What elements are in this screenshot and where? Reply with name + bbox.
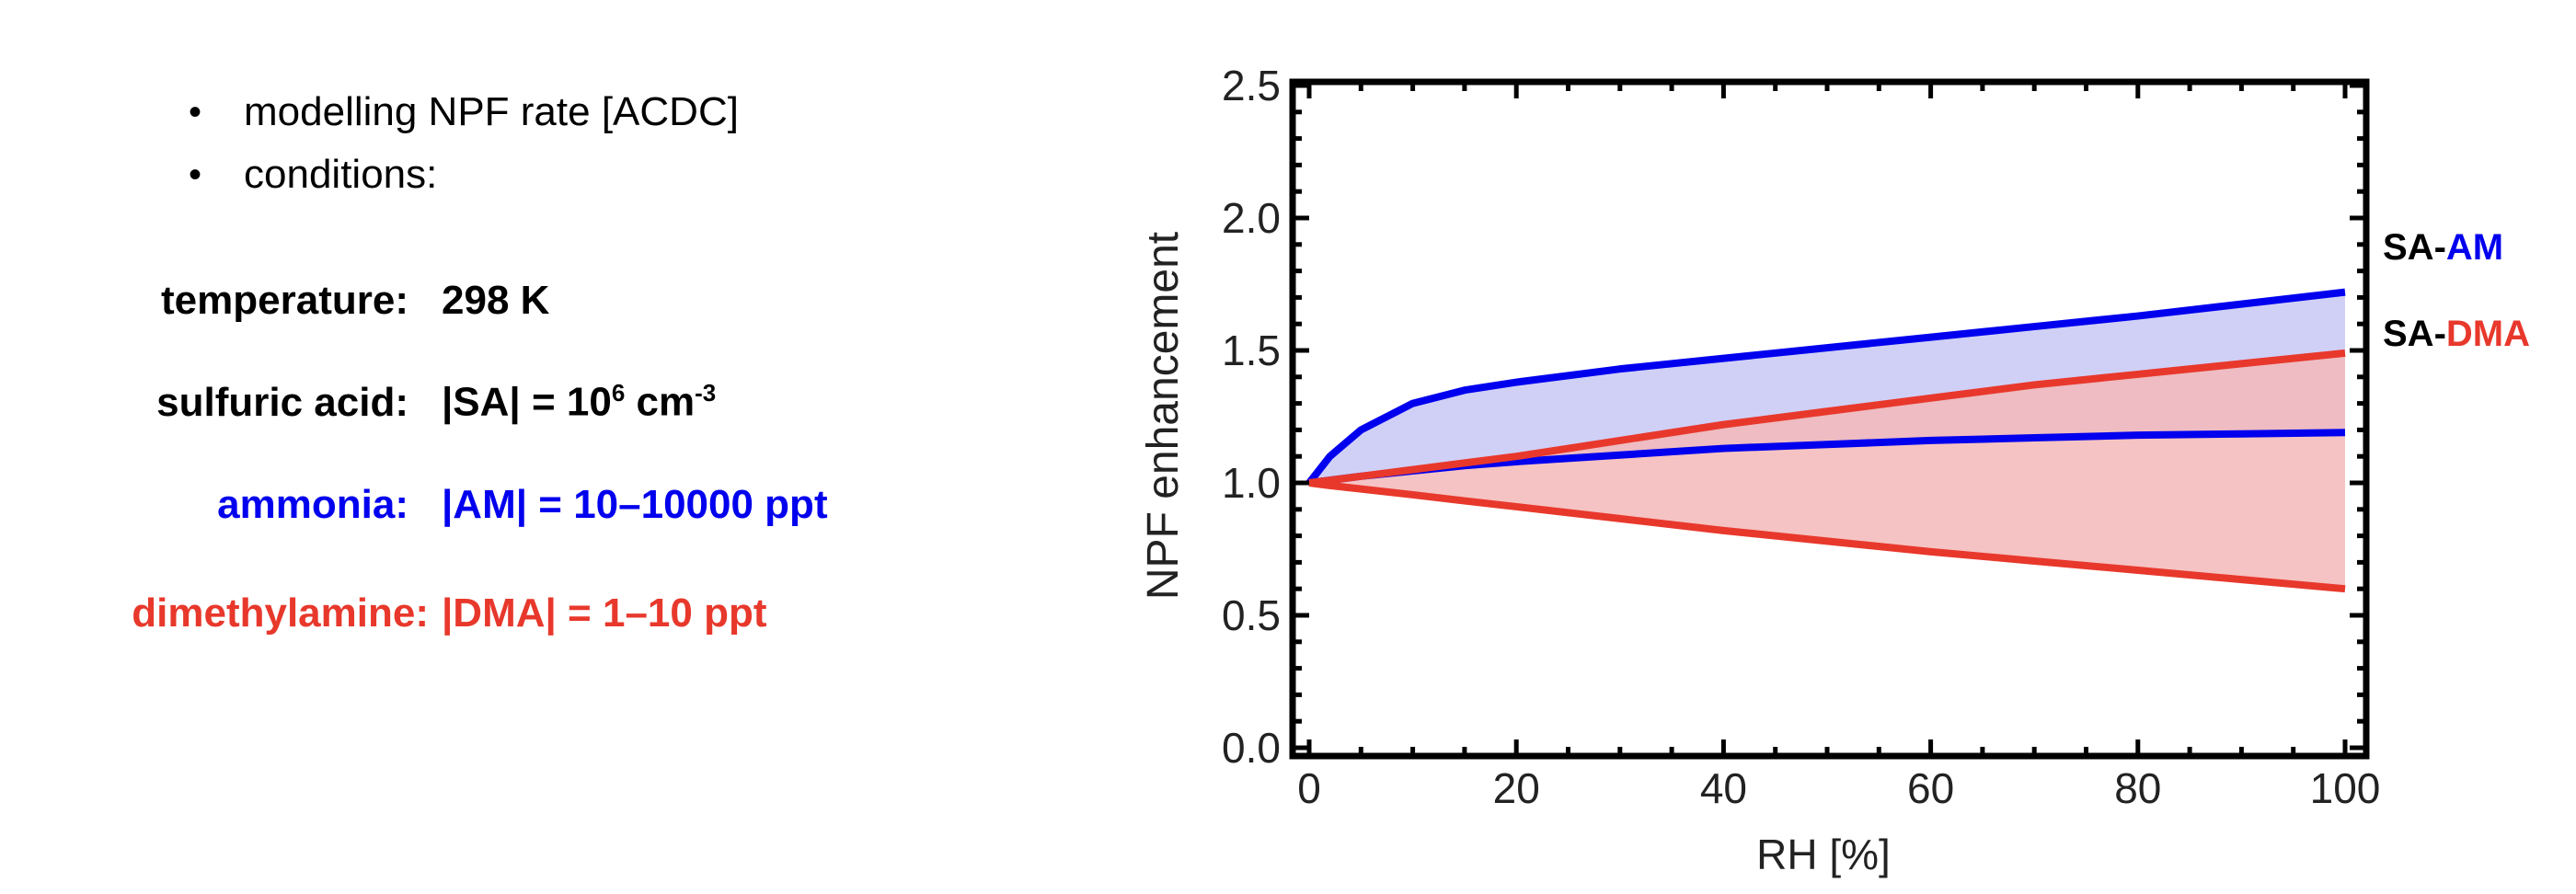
condition-label: temperature:: [161, 278, 408, 323]
value-main: |SA| = 10: [442, 379, 612, 425]
y-tick-label: 0.0: [1222, 724, 1281, 772]
band-sa-dma-range: [1309, 352, 2345, 590]
condition-ammonia: ammonia: |AM| = 10–10000 ppt: [9, 482, 828, 528]
line-sa-dma-lower: [1308, 479, 2346, 593]
condition-value: |DMA| = 1–10 ppt: [442, 590, 767, 636]
bullet-text: conditions:: [244, 152, 438, 197]
value-exponent: 6: [611, 379, 626, 407]
condition-value: |AM| = 10–10000 ppt: [442, 482, 828, 527]
y-tick-label: 1.0: [1222, 459, 1281, 507]
y-tick-label: 2.0: [1222, 194, 1281, 242]
legend-sa-am: SA-AM: [2383, 227, 2503, 268]
y-tick-label: 0.5: [1222, 591, 1281, 639]
x-tick-label: 20: [1493, 764, 1540, 812]
x-tick-label: 80: [2114, 764, 2161, 812]
bullet-item: • conditions:: [189, 143, 739, 206]
bullet-text: modelling NPF rate [ACDC]: [244, 89, 739, 134]
bullet-icon: •: [189, 91, 202, 132]
x-axis-label: RH [%]: [1756, 831, 1891, 878]
y-tick-label: 1.5: [1222, 327, 1281, 374]
bullet-list: • modelling NPF rate [ACDC] • conditions:: [189, 81, 739, 206]
x-tick-label: 60: [1907, 764, 1954, 812]
x-tick-label: 0: [1297, 764, 1321, 812]
condition-label: ammonia:: [217, 482, 408, 527]
y-tick-label: 2.5: [1222, 62, 1281, 109]
bullet-icon: •: [189, 154, 202, 195]
x-tick-label: 100: [2310, 764, 2381, 812]
line-sa-dma-upper: [1308, 349, 2346, 487]
legend-sa-dma: SA-DMA: [2383, 314, 2530, 354]
unit-exponent: -3: [695, 379, 717, 407]
condition-value: |SA| = 106 cm-3: [442, 379, 716, 426]
line-sa-am-upper: [1305, 288, 2346, 486]
condition-dimethylamine: dimethylamine: |DMA| = 1–10 ppt: [9, 590, 766, 636]
condition-label: sulfuric acid:: [156, 379, 408, 425]
y-axis-label: NPF enhancement: [1139, 232, 1188, 600]
bullet-item: • modelling NPF rate [ACDC]: [189, 81, 739, 143]
x-tick-label: 40: [1700, 764, 1747, 812]
condition-sulfuric-acid: sulfuric acid: |SA| = 106 cm-3: [9, 379, 716, 426]
condition-label: dimethylamine:: [132, 590, 429, 636]
condition-temperature: temperature: 298 K: [9, 278, 549, 324]
plot-frame: [1289, 78, 2370, 760]
condition-value: 298 K: [442, 278, 550, 323]
value-unit: cm: [625, 379, 696, 425]
